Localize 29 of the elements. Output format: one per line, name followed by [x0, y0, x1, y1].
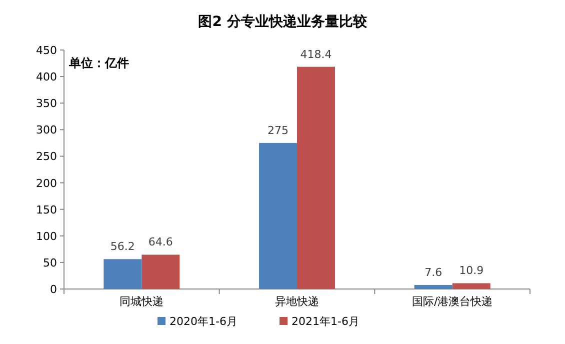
- y-tick-label: 50: [43, 256, 57, 270]
- y-tick-label: 100: [36, 230, 57, 243]
- data-label: 56.2: [110, 240, 135, 254]
- bar: [259, 142, 297, 289]
- bar: [452, 283, 490, 289]
- bar: [104, 259, 142, 289]
- bar: [414, 284, 452, 289]
- legend-label: 2020年1-6月: [170, 315, 238, 328]
- y-tick-label: 250: [36, 150, 57, 164]
- bar: [297, 66, 335, 289]
- data-label: 275: [268, 124, 288, 137]
- y-tick-label: 350: [36, 97, 57, 110]
- data-label: 10.9: [459, 264, 484, 278]
- y-tick-label: 450: [36, 44, 57, 57]
- y-tick-label: 150: [36, 203, 57, 216]
- chart-title: 图2 分专业快递业务量比较: [198, 13, 368, 30]
- y-tick-label: 0: [50, 283, 57, 296]
- bar: [142, 254, 180, 289]
- x-tick-label: 国际/港澳台快递: [412, 295, 493, 308]
- data-label: 7.6: [424, 266, 442, 279]
- y-tick-label: 400: [36, 70, 57, 84]
- annotation: 单位：亿件: [68, 56, 129, 70]
- data-label: 64.6: [148, 236, 173, 249]
- legend-label: 2021年1-6月: [292, 315, 360, 328]
- y-tick-label: 300: [36, 124, 57, 137]
- x-tick-label: 异地快递: [275, 295, 319, 308]
- data-label: 418.4: [300, 48, 332, 61]
- x-tick-label: 同城快递: [120, 295, 164, 308]
- y-tick-label: 200: [36, 176, 57, 190]
